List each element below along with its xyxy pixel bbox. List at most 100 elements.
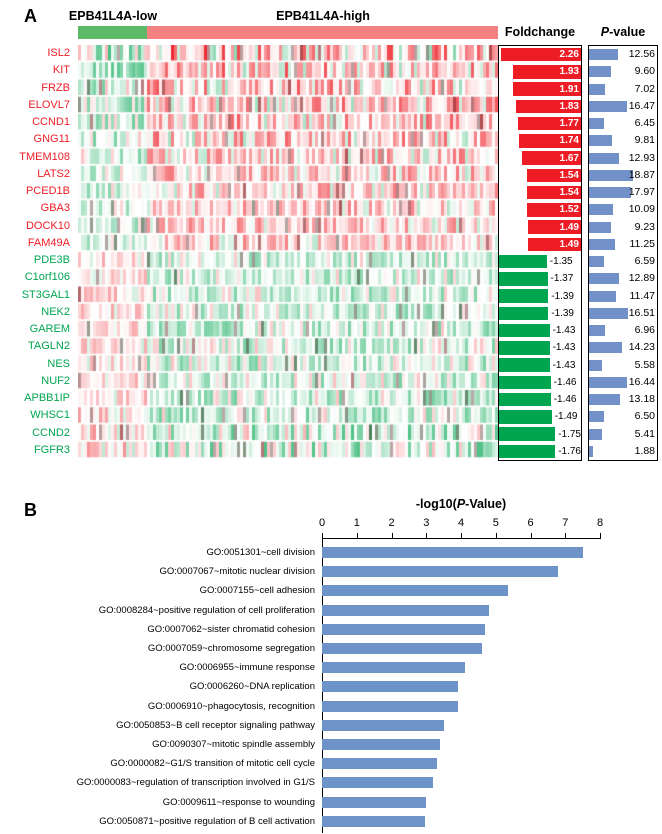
x-tick-mark [426, 533, 428, 538]
foldchange-value: 1.54 [559, 187, 579, 199]
pvalue-header-italic: P [600, 25, 610, 39]
go-term-row: GO:0050871~positive regulation of B cell… [0, 812, 662, 831]
go-term-bar [322, 815, 425, 827]
pvalue-value: 16.47 [628, 99, 655, 112]
pvalue-bar [589, 169, 633, 181]
foldchange-bar: 1.54 [526, 168, 581, 183]
pvalue-value: 11.25 [629, 237, 656, 250]
go-term-bar [322, 643, 482, 655]
foldchange-value: 1.54 [559, 169, 579, 181]
x-tick-mark [565, 533, 567, 538]
gene-label: TAGLN2 [28, 340, 70, 353]
gene-label: DOCK10 [25, 219, 70, 232]
gene-label: KIT [52, 64, 70, 77]
pvalue-row: 13.18 [589, 391, 657, 408]
pvalue-bar [589, 66, 612, 78]
go-term-label: GO:0000083~regulation of transcription i… [76, 777, 315, 789]
foldchange-bar [499, 375, 551, 390]
gene-label: APBB1IP [24, 392, 70, 404]
pvalue-row: 9.23 [589, 219, 657, 236]
go-term-bar [322, 585, 508, 597]
pvalue-header: P-value [588, 25, 658, 39]
pvalue-value: 9.23 [634, 220, 655, 233]
foldchange-value: 1.91 [559, 83, 579, 95]
foldchange-value: 1.77 [559, 118, 579, 130]
foldchange-value: -1.43 [552, 359, 576, 371]
foldchange-bar [499, 358, 550, 372]
pvalue-row: 16.51 [589, 305, 657, 322]
pvalue-row: 16.47 [589, 98, 657, 115]
foldchange-value: -1.43 [552, 342, 576, 354]
foldchange-bar: 1.93 [512, 65, 581, 79]
foldchange-bar [499, 254, 547, 269]
gene-label: NUF2 [41, 374, 70, 387]
pvalue-row: 5.41 [589, 426, 657, 443]
x-tick-label: 1 [353, 517, 360, 529]
pvalue-bar [589, 273, 620, 285]
pvalue-bar [589, 256, 605, 267]
group-low-label: EPB41L4A-low [68, 9, 158, 23]
gene-label: CCND2 [32, 426, 70, 439]
pvalue-value: 9.81 [634, 134, 655, 147]
foldchange-row: 1.54 [499, 167, 581, 184]
pvalue-value: 12.56 [628, 48, 655, 60]
x-tick-label: 7 [562, 517, 569, 529]
foldchange-value: 1.49 [559, 238, 579, 250]
foldchange-row: 1.83 [499, 98, 581, 115]
foldchange-header: Foldchange [504, 25, 576, 39]
go-term-row: GO:0007062~sister chromatid cohesion [0, 620, 662, 639]
group-low-swatch [78, 26, 147, 39]
foldchange-row: -1.46 [499, 374, 581, 391]
go-term-label: GO:0000082~G1/S transition of mitotic ce… [110, 758, 315, 770]
foldchange-bar [499, 341, 550, 355]
x-tick-mark [391, 533, 393, 538]
pvalue-row: 5.58 [589, 357, 657, 374]
foldchange-value: -1.75 [558, 428, 581, 440]
foldchange-bar [499, 410, 552, 424]
foldchange-bar: 1.74 [519, 134, 581, 148]
go-term-bar [322, 681, 458, 693]
gene-label: NES [47, 357, 70, 370]
pvalue-value: 12.93 [628, 151, 655, 164]
foldchange-row: 1.74 [499, 132, 581, 149]
go-term-rows: GO:0051301~cell division GO:0007067~mitot… [0, 543, 662, 831]
go-term-row: GO:0007059~chromosome segregation [0, 639, 662, 658]
x-tick-label: 5 [492, 517, 499, 529]
gene-label: FGFR3 [33, 443, 70, 456]
foldchange-value: -1.39 [551, 290, 574, 302]
x-tick-label: 8 [596, 517, 604, 529]
pvalue-bar [589, 187, 631, 198]
sample-group-bar [78, 26, 498, 39]
gene-label: FRZB [41, 81, 70, 94]
pvalue-bar [589, 204, 613, 216]
chart-title-suffix: -Value) [465, 497, 507, 511]
go-term-label: GO:0007059~chromosome segregation [147, 643, 315, 655]
pvalue-bar [589, 359, 602, 371]
foldchange-bar: 1.77 [518, 116, 581, 131]
foldchange-row: -1.39 [499, 288, 581, 305]
go-term-bar [322, 796, 427, 808]
foldchange-row: 1.54 [499, 184, 581, 201]
go-term-bar [322, 777, 434, 789]
pvalue-value: 6.45 [634, 117, 655, 129]
go-term-row: GO:0090307~mitotic spindle assembly [0, 735, 662, 754]
go-term-bar [322, 719, 444, 731]
gene-label: TMEM108 [19, 150, 70, 163]
gene-label: PCED1B [25, 185, 70, 197]
foldchange-row: 2.26 [499, 46, 581, 63]
foldchange-value: -1.39 [551, 307, 574, 319]
gene-label-column: ISL2 KIT FRZB ELOVL7 CCND1 GNG11 TMEM108 LATS2 P… [0, 45, 74, 459]
foldchange-value: -1.37 [550, 273, 574, 285]
x-tick-mark [356, 533, 358, 538]
foldchange-row: -1.76 [499, 443, 581, 460]
x-tick-label: 2 [388, 517, 395, 529]
pvalue-bar [589, 411, 605, 423]
pvalue-row: 12.56 [589, 46, 657, 63]
foldchange-row: 1.52 [499, 201, 581, 218]
x-tick-mark [600, 533, 601, 538]
foldchange-row: 1.77 [499, 115, 581, 132]
go-term-label: GO:0007062~sister chromatid cohesion [147, 623, 315, 635]
foldchange-value: -1.35 [549, 256, 573, 268]
foldchange-value: 1.74 [559, 135, 579, 147]
foldchange-row: -1.43 [499, 357, 581, 374]
